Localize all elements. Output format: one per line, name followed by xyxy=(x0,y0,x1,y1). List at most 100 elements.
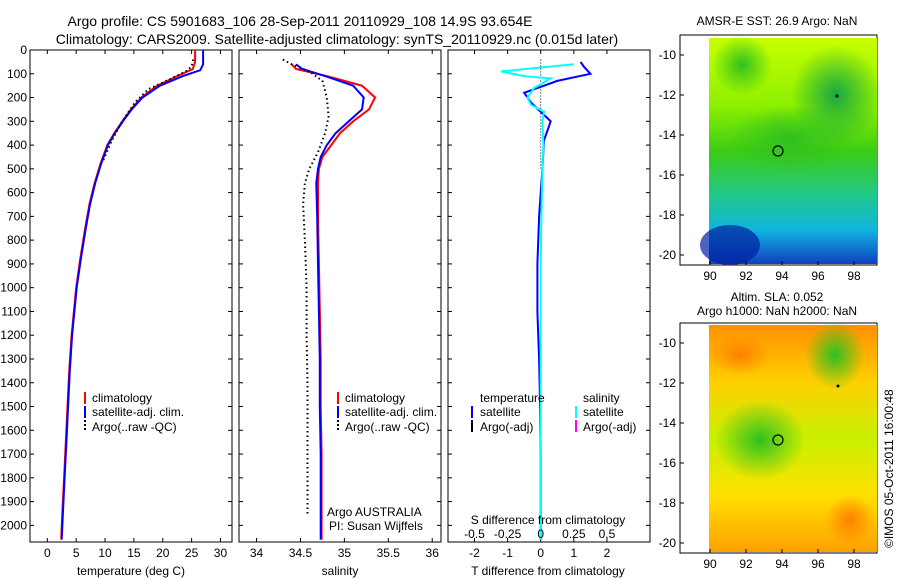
lat-tick-label: -16 xyxy=(659,168,677,182)
x-tick-label: 30 xyxy=(214,546,228,560)
series-line-temperature-satellite xyxy=(522,61,593,540)
sst-map xyxy=(679,34,881,266)
sst-map-ticks: -10 -12 -14 -16 -18 -20 90 92 94 96 98 xyxy=(659,48,861,283)
s-diff-tick-label: 0.5 xyxy=(599,527,616,541)
x-tick-label: 35 xyxy=(338,546,352,560)
sla-map-patch xyxy=(825,495,875,545)
figure-title-line1: Argo profile: CS 5901683_106 28-Sep-2011… xyxy=(68,13,533,29)
sst-map-argo-marker xyxy=(772,145,784,157)
depth-tick-label: 400 xyxy=(7,138,27,152)
sla-map xyxy=(679,320,878,554)
sst-map-patch xyxy=(730,105,850,175)
lon-tick-label: 90 xyxy=(703,557,717,571)
x-tick-label: 36 xyxy=(426,546,440,560)
lat-tick-label: -18 xyxy=(659,496,677,510)
sla-map-patch xyxy=(715,400,805,480)
depth-tick-label: 1400 xyxy=(0,376,27,390)
depth-axis: 0 100 200 300 400 500 600 700 800 900 1000 1100 1200… xyxy=(0,43,27,532)
salinity-xlabel: salinity xyxy=(322,564,359,578)
x-tick-label: 35.5 xyxy=(377,546,401,560)
lat-tick-label: -14 xyxy=(659,416,677,430)
temp-legend-argo-label: Argo(..raw -QC) xyxy=(92,420,177,434)
lon-tick-label: 94 xyxy=(775,269,789,283)
depth-tick-label: 200 xyxy=(7,91,27,105)
depth-tick-label: 700 xyxy=(7,209,27,223)
temp-legend-satellite-label: satellite-adj. clim. xyxy=(92,405,184,419)
lat-tick-label: -12 xyxy=(659,376,677,390)
difference-xlabel: T difference from climatology xyxy=(471,564,625,578)
diff-legend-t-argo-label: Argo(-adj) xyxy=(480,420,533,434)
x-tick-label: 5 xyxy=(73,546,80,560)
lon-tick-label: 92 xyxy=(739,269,753,283)
s-diff-tick-label: -0.5 xyxy=(464,527,485,541)
series-line-satellite-adj-clim- xyxy=(60,50,205,540)
x-tick-label: 20 xyxy=(156,546,170,560)
diff-legend-salinity-title: salinity xyxy=(583,391,620,405)
temperature-xlabel: temperature (deg C) xyxy=(77,564,185,578)
diff-legend-s-argo-label: Argo(-adj) xyxy=(583,420,636,434)
series-line-argo-raw-qc- xyxy=(282,58,330,514)
sla-map-title-line1: Altim. SLA: 0.052 xyxy=(731,290,824,304)
depth-tick-label: 1900 xyxy=(0,495,27,509)
depth-tick-label: 500 xyxy=(7,162,27,176)
x-tick-label: 1 xyxy=(570,546,577,560)
s-diff-tick-label: 0.25 xyxy=(562,527,586,541)
salinity-note-institution: Argo AUSTRALIA xyxy=(327,505,422,519)
depth-tick-label: 900 xyxy=(7,257,27,271)
x-tick-label: 34 xyxy=(250,546,264,560)
difference-panel-frame xyxy=(447,49,651,543)
depth-tick-label: 1500 xyxy=(0,400,27,414)
s-diff-tick-label: -0.25 xyxy=(494,527,522,541)
x-tick-label: 2 xyxy=(604,546,611,560)
depth-tick-label: 1100 xyxy=(1,304,27,318)
lat-tick-label: -12 xyxy=(659,88,677,102)
sal-legend-satellite-label: satellite-adj. clim. xyxy=(345,405,437,419)
sla-map-title-line2: Argo h1000: NaN h2000: NaN xyxy=(697,304,857,318)
sal-legend-argo-label: Argo(..raw -QC) xyxy=(345,420,430,434)
depth-tick-label: 1200 xyxy=(0,328,27,342)
depth-tick-label: 1300 xyxy=(0,352,27,366)
temperature-legend: climatology satellite-adj. clim. Argo(..… xyxy=(84,391,184,434)
lat-tick-label: -14 xyxy=(659,128,677,142)
depth-tick-label: 1600 xyxy=(0,423,27,437)
lon-tick-label: 94 xyxy=(775,557,789,571)
sst-map-track-dot xyxy=(835,94,839,98)
salinity-note-pi: PI: Susan Wijffels xyxy=(329,519,423,533)
depth-tick-label: 800 xyxy=(7,233,27,247)
lat-tick-label: -16 xyxy=(659,456,677,470)
sla-map-argo-marker xyxy=(772,434,784,446)
depth-tick-label: 1000 xyxy=(0,281,27,295)
x-tick-label: 34.5 xyxy=(289,546,313,560)
lat-tick-label: -10 xyxy=(659,336,677,350)
depth-tick-label: 1800 xyxy=(0,471,27,485)
x-tick-label: 0 xyxy=(537,546,544,560)
temp-legend-climatology-label: climatology xyxy=(92,391,152,405)
sst-map-patch xyxy=(712,35,772,95)
lon-tick-label: 98 xyxy=(847,557,861,571)
diff-legend-temperature-title: temperature xyxy=(480,391,545,405)
lat-tick-label: -18 xyxy=(659,208,677,222)
salinity-legend: climatology satellite-adj. clim. Argo(..… xyxy=(337,391,437,434)
salinity-panel-frame xyxy=(238,49,442,543)
sal-legend-climatology-label: climatology xyxy=(345,391,405,405)
x-tick-label: 10 xyxy=(98,546,112,560)
s-diff-tick-label: 0 xyxy=(537,527,544,541)
lon-tick-label: 96 xyxy=(811,557,825,571)
difference-top-ticks: -0.5 -0.25 0 0.25 0.5 xyxy=(464,527,615,541)
depth-tick-label: 1700 xyxy=(0,447,27,461)
diff-legend-s-satellite-label: satellite xyxy=(583,405,624,419)
lat-tick-label: -20 xyxy=(659,536,677,550)
imos-timestamp: ©IMOS 05-Oct-2011 16:00:48 xyxy=(882,389,896,548)
sla-map-track-dot xyxy=(836,384,840,388)
figure-title-line2: Climatology: CARS2009. Satellite-adjuste… xyxy=(56,31,618,47)
difference-top-label: S difference from climatology xyxy=(471,513,626,527)
x-tick-label: 0 xyxy=(44,546,51,560)
lat-tick-label: -10 xyxy=(659,48,677,62)
lon-tick-label: 90 xyxy=(703,269,717,283)
diff-legend-t-satellite-label: satellite xyxy=(480,405,521,419)
sla-map-patch xyxy=(805,320,865,390)
lon-tick-label: 96 xyxy=(811,269,825,283)
x-tick-label: 25 xyxy=(185,546,199,560)
depth-tick-label: 0 xyxy=(20,43,27,57)
